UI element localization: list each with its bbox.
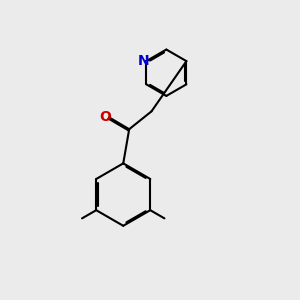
Text: N: N xyxy=(138,54,150,68)
Text: O: O xyxy=(99,110,111,124)
